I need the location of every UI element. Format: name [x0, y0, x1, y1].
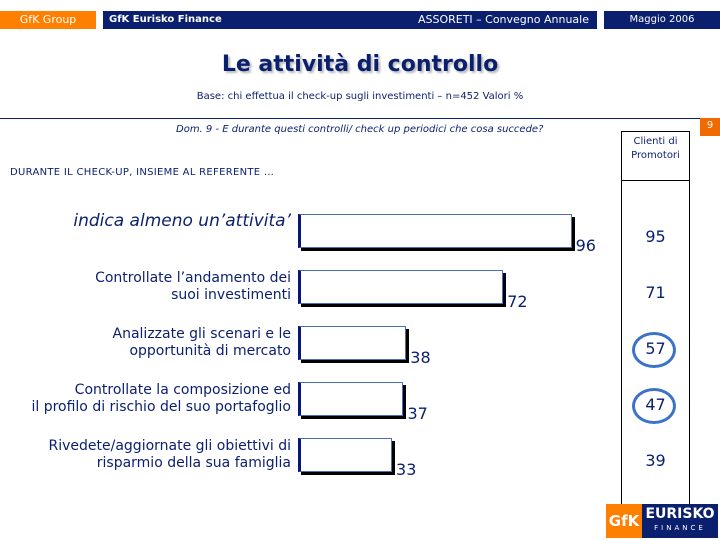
comparison-header-line-1: Clienti di — [633, 136, 678, 147]
header-bar: GfK Group GfK Eurisko Finance ASSORETI –… — [0, 0, 720, 36]
category-label-5-line-1: Rivedete/aggiornate gli obiettivi di — [48, 438, 292, 454]
bar-5 — [298, 438, 393, 472]
category-label-3-line-1: Analizzate gli scenari e le — [112, 326, 291, 342]
category-label-3-line-2: opportunità di mercato — [129, 343, 291, 359]
logo-finance-text: FINANCE — [654, 524, 706, 532]
bar-value-label-5: 33 — [396, 460, 417, 479]
header-gfk-group: GfK Group — [0, 11, 96, 29]
comparison-header-line-2: Promotori — [631, 150, 680, 161]
bar-value-label-3: 38 — [410, 348, 431, 367]
bar-4 — [298, 382, 404, 416]
category-label-3: Analizzate gli scenari e le opportunità d… — [1, 326, 291, 360]
section-label: DURANTE IL CHECK-UP, INSIEME AL REFERENT… — [10, 167, 275, 178]
category-label-2-line-2: suoi investimenti — [171, 287, 291, 303]
divider-line — [0, 118, 700, 119]
bar-value-label-1: 96 — [575, 236, 596, 255]
comparison-value-1: 95 — [645, 227, 666, 246]
header-date: Maggio 2006 — [604, 11, 720, 29]
bar-1 — [298, 214, 572, 248]
logo-eurisko-text: EURISKO — [645, 506, 715, 522]
category-label-2-line-1: Controllate l’andamento dei — [95, 270, 291, 286]
comparison-value-5: 39 — [645, 451, 666, 470]
header-eurisko-finance: GfK Eurisko Finance — [103, 11, 227, 29]
category-label-4-line-2: il profilo di rischio del suo portafogli… — [31, 399, 291, 415]
category-label-5-line-2: risparmio della sua famiglia — [96, 455, 291, 471]
chart-subtitle: Base: chi effettua il check-up sugli inv… — [196, 91, 524, 102]
category-label-1-line-1: indica almeno un’attivita’ — [73, 211, 291, 231]
question-text: Dom. 9 - E durante questi controlli/ che… — [176, 124, 544, 135]
header-convegno: ASSORETI – Convegno Annuale — [227, 11, 597, 29]
bar-2 — [298, 270, 504, 304]
chart-title: Le attività di controllo — [221, 52, 499, 77]
bar-value-label-2: 72 — [507, 292, 528, 311]
bar-3 — [298, 326, 407, 360]
bar-value-label-4: 37 — [407, 404, 428, 423]
highlight-circle-3 — [632, 332, 676, 368]
gfk-eurisko-logo: GfK EURISKO FINANCE — [606, 504, 718, 538]
logo-gfk-text: GfK — [606, 504, 642, 538]
comparison-value-2: 71 — [645, 283, 666, 302]
page-number: 9 — [700, 118, 720, 136]
category-label-5: Rivedete/aggiornate gli obiettivi di risp… — [1, 438, 292, 472]
category-label-4-line-1: Controllate la composizione ed — [74, 382, 291, 398]
comparison-column-header: Clienti di Promotori — [621, 131, 690, 181]
category-label-4: Controllate la composizione ed il profilo… — [1, 382, 291, 416]
highlight-circle-4 — [632, 388, 676, 424]
category-label-1: indica almeno un’attivita’ — [1, 213, 291, 230]
category-label-2: Controllate l’andamento dei suoi investim… — [1, 270, 291, 304]
